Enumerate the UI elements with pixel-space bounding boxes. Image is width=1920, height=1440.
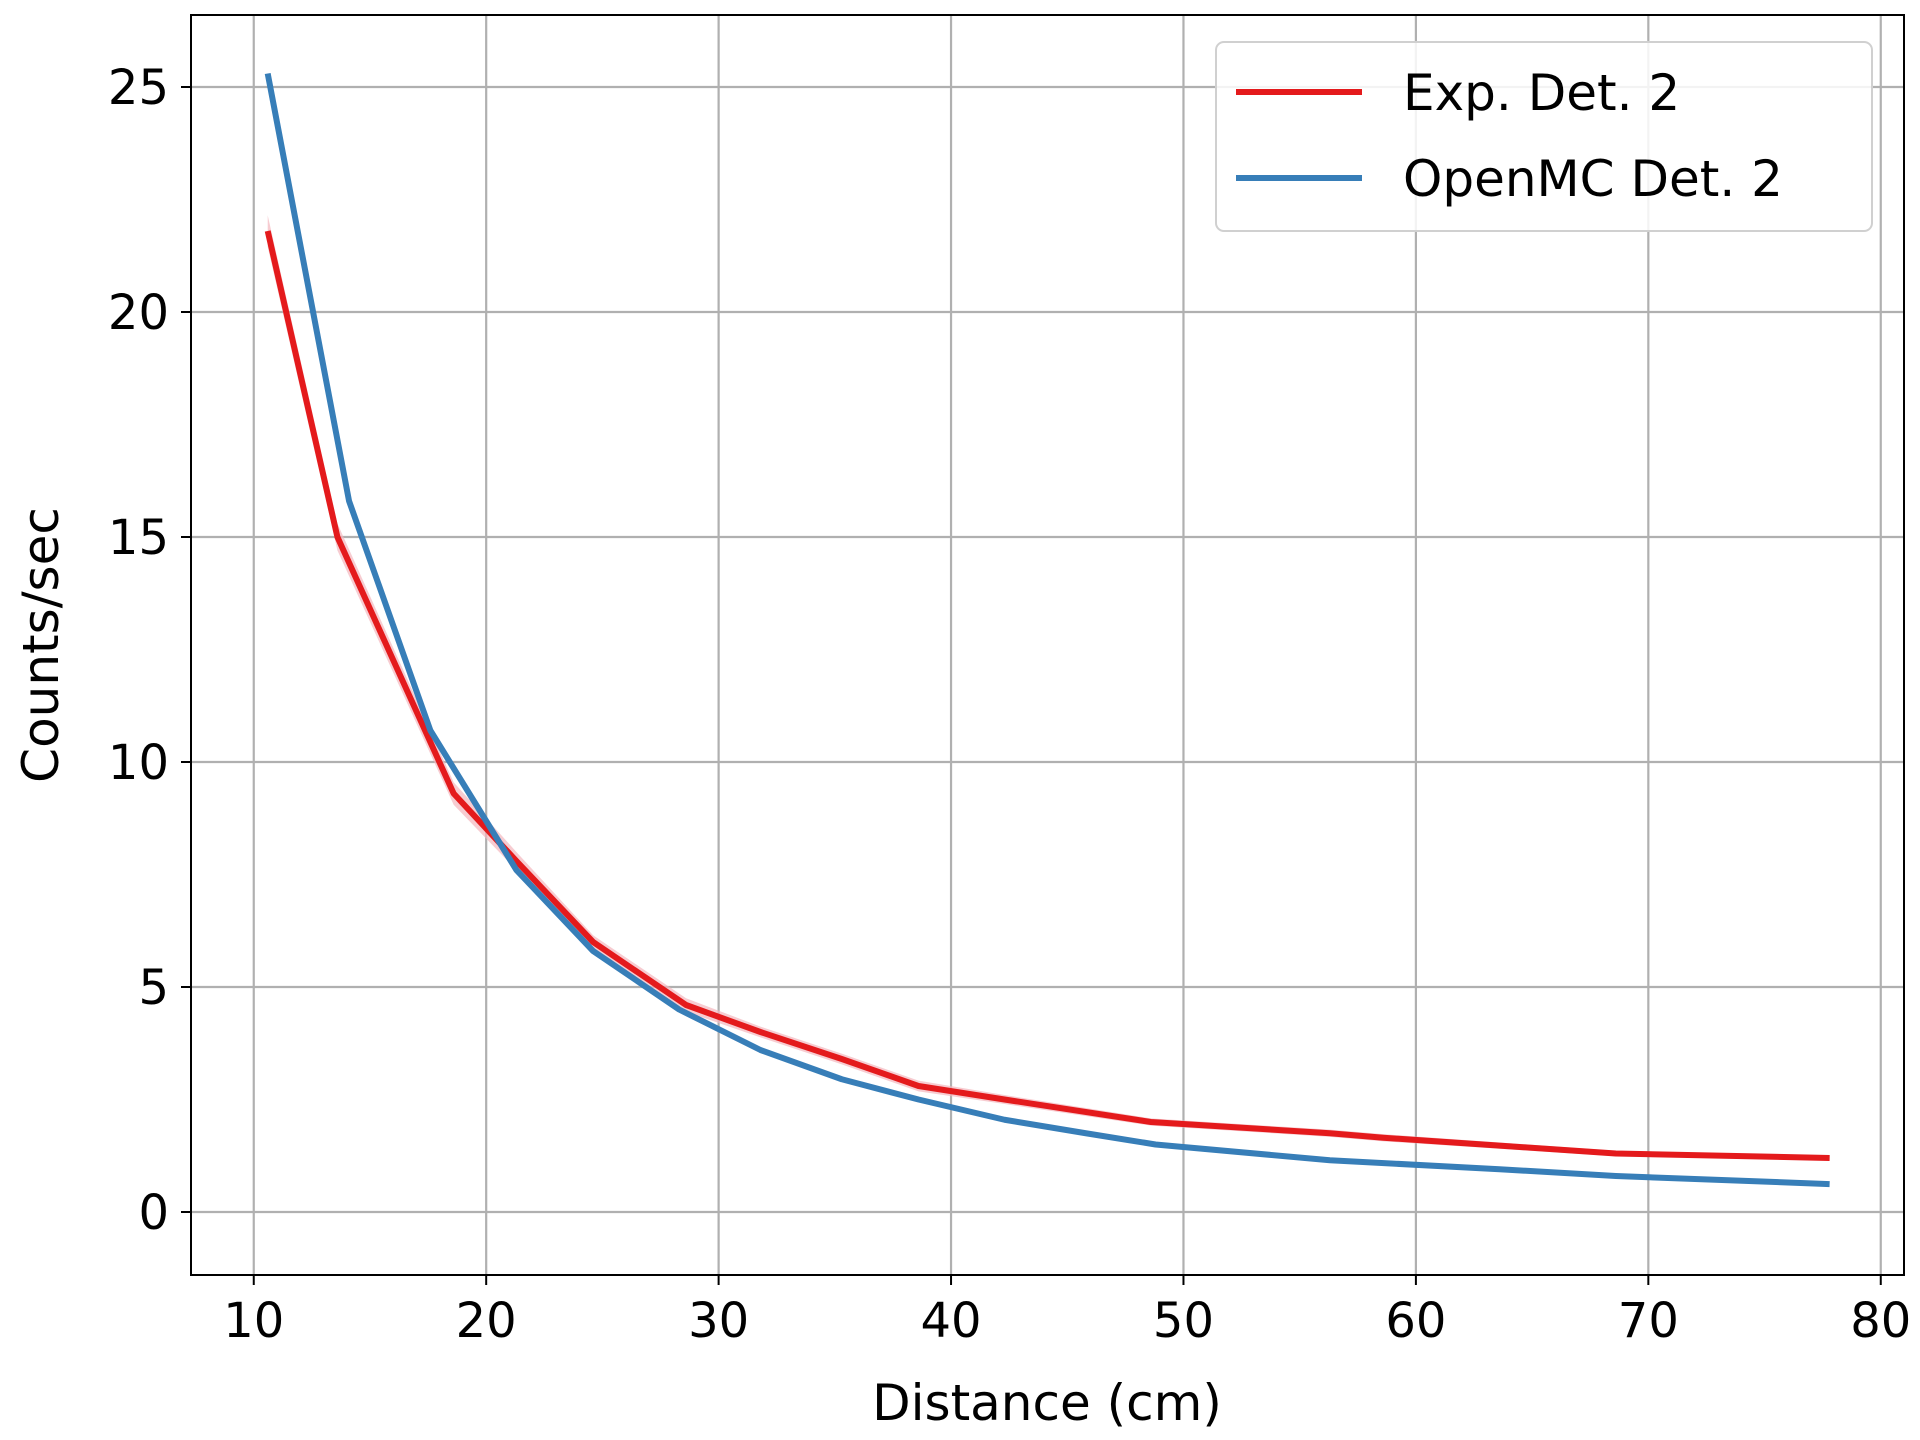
y-tick-label: 5	[138, 960, 169, 1016]
error-bands	[267, 215, 1830, 1161]
y-tick-label: 20	[108, 285, 169, 341]
y-tick-label: 10	[108, 735, 169, 791]
legend-label-openmc-det-2: OpenMC Det. 2	[1403, 150, 1783, 208]
series-line-0	[264, 230, 1830, 1161]
legend-label-exp-det-2: Exp. Det. 2	[1403, 64, 1680, 122]
y-tick-label: 0	[138, 1185, 169, 1241]
x-tick-label: 60	[1385, 1293, 1446, 1349]
x-tick-label: 20	[456, 1293, 517, 1349]
x-axis: 10 20 30 40 50 60 70 80	[223, 1275, 1911, 1349]
x-tick-label: 80	[1850, 1293, 1911, 1349]
error-band-series-0	[267, 215, 1830, 1161]
series-lines	[264, 72, 1830, 1188]
y-tick-label: 15	[108, 510, 169, 566]
legend-box	[1215, 41, 1873, 232]
x-tick-label: 70	[1618, 1293, 1679, 1349]
y-axis-label: Counts/sec	[12, 507, 70, 783]
y-axis: 0 5 10 15 20 25	[108, 60, 191, 1241]
legend: Exp. Det. 2 OpenMC Det. 2	[1215, 41, 1873, 232]
series-line-1	[264, 72, 1830, 1188]
x-tick-label: 40	[921, 1293, 982, 1349]
x-tick-label: 50	[1153, 1293, 1214, 1349]
x-tick-label: 30	[688, 1293, 749, 1349]
x-tick-label: 10	[223, 1293, 284, 1349]
y-tick-label: 25	[108, 60, 169, 116]
x-axis-label: Distance (cm)	[872, 1374, 1222, 1432]
plot-frame	[190, 14, 1905, 1276]
